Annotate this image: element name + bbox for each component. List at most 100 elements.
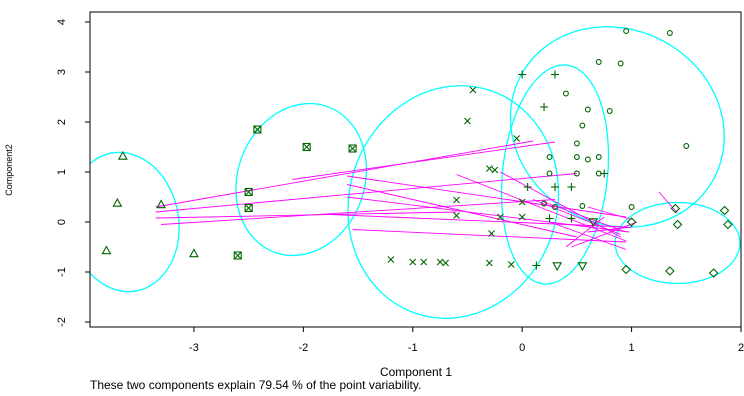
point-circle-18 <box>552 204 558 210</box>
point-circle-2 <box>595 59 602 65</box>
point-x-0 <box>469 86 477 94</box>
point-diamond-0 <box>626 217 637 227</box>
point-circle-12 <box>595 154 602 160</box>
connection-line-6 <box>347 184 577 238</box>
point-circle-16 <box>595 170 602 177</box>
y-tick-label-0: -2 <box>56 317 68 327</box>
point-plus-4 <box>551 183 559 191</box>
point-x-16 <box>485 259 493 267</box>
connection-line-16 <box>532 199 621 235</box>
y-tick-label-2: 0 <box>56 219 68 225</box>
point-x-17 <box>507 261 515 268</box>
connection-line-17 <box>658 191 678 214</box>
connection-line-7 <box>347 196 630 233</box>
connection-line-5 <box>347 175 627 218</box>
point-circle-5 <box>584 106 591 113</box>
point-diamond-5 <box>621 264 631 275</box>
cluster-ellipse-2 <box>347 85 560 319</box>
ellipses-layer <box>90 26 741 319</box>
connection-line-10 <box>456 174 627 242</box>
point-circle-6 <box>606 108 613 114</box>
point-circle-20 <box>628 204 635 210</box>
axes-layer: -3 -2 -1 0 1 2 -2 -1 0 1 2 3 4 <box>56 11 744 354</box>
connection-line-1 <box>155 173 577 213</box>
plot-frame <box>89 11 742 328</box>
point-circle-7 <box>579 122 586 129</box>
point-plus-1 <box>551 70 559 79</box>
cluster-ellipse-1 <box>235 102 368 257</box>
x-tick-label-3: 0 <box>519 342 525 354</box>
point-plus-0 <box>518 70 527 79</box>
point-diamond-2 <box>719 205 730 216</box>
point-diamond-4 <box>723 219 733 230</box>
point-circle-17 <box>541 200 548 207</box>
y-tick-label-3: 1 <box>56 169 68 175</box>
point-inverted-triangle-2 <box>588 218 599 228</box>
point-circle-4 <box>562 90 569 97</box>
point-inverted-triangle-0 <box>552 262 563 272</box>
point-triangle-2 <box>156 199 167 209</box>
point-x-7 <box>496 213 504 221</box>
point-circle-8 <box>683 143 690 149</box>
point-x-10 <box>488 230 495 237</box>
point-triangle-3 <box>101 245 112 255</box>
point-triangle-0 <box>117 150 128 160</box>
point-circle-19 <box>579 203 586 209</box>
point-triangle-4 <box>189 248 199 258</box>
connection-line-4 <box>292 141 556 180</box>
point-circle-1 <box>666 30 673 36</box>
point-boxed-x-0 <box>253 125 262 134</box>
x-axis-label: Component 1 <box>380 365 452 379</box>
connection-line-18 <box>587 206 632 220</box>
point-diamond-7 <box>708 268 719 278</box>
connection-line-13 <box>549 221 627 250</box>
x-tick-label-4: 1 <box>629 342 635 354</box>
y-tick-label-1: -1 <box>56 267 68 277</box>
point-x-6 <box>453 212 460 219</box>
variability-caption: These two components explain 79.54 % of … <box>90 378 421 392</box>
point-circle-0 <box>623 28 630 34</box>
point-boxed-x-3 <box>244 187 253 197</box>
connection-line-3 <box>161 199 556 225</box>
point-circle-10 <box>546 154 553 160</box>
point-boxed-x-1 <box>302 142 311 152</box>
x-tick-label-1: -2 <box>298 342 308 354</box>
point-circle-11 <box>573 154 580 160</box>
x-tick-label-2: -1 <box>408 342 418 354</box>
point-circle-14 <box>546 170 553 177</box>
point-circle-9 <box>573 140 580 147</box>
point-x-4 <box>491 166 499 174</box>
y-axis-label: Component2 <box>4 144 14 196</box>
connection-line-0 <box>155 140 534 208</box>
cluster-ellipse-0 <box>90 151 180 293</box>
point-x-3 <box>485 165 493 172</box>
point-plus-3 <box>523 183 532 191</box>
point-inverted-triangle-1 <box>577 262 588 272</box>
cluster-ellipse-5 <box>614 201 741 285</box>
point-x-15 <box>442 259 449 267</box>
y-tick-label-5: 3 <box>56 69 68 75</box>
point-x-11 <box>387 256 395 263</box>
point-boxed-x-5 <box>233 251 242 260</box>
point-triangle-1 <box>112 197 123 207</box>
connection-lines-layer <box>155 140 678 250</box>
cluster-ellipse-3 <box>500 64 610 285</box>
point-x-2 <box>513 135 521 142</box>
point-diamond-1 <box>670 203 681 214</box>
point-x-14 <box>436 258 444 266</box>
connection-line-19 <box>565 216 605 248</box>
point-plus-2 <box>540 103 549 111</box>
cluster-ellipse-4 <box>509 26 725 228</box>
point-circle-15 <box>573 170 580 177</box>
point-x-13 <box>420 258 428 266</box>
point-plus-6 <box>545 214 554 223</box>
point-x-12 <box>409 258 417 266</box>
point-x-5 <box>453 196 460 204</box>
points-layer <box>101 28 733 278</box>
point-diamond-3 <box>672 219 683 230</box>
point-circle-13 <box>584 156 591 163</box>
x-tick-label-0: -3 <box>189 342 199 354</box>
point-plus-5 <box>567 183 576 191</box>
point-boxed-x-2 <box>348 144 357 153</box>
